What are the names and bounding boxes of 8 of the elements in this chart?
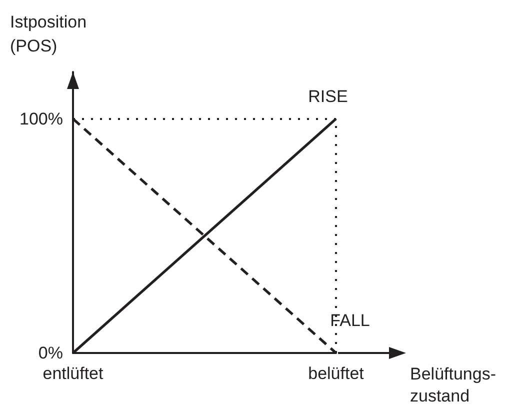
x-axis-title: Belüftungs- zustand (410, 364, 496, 406)
y-tick-label: 0% (38, 344, 63, 362)
x-tick-label: entlüftet (42, 364, 104, 383)
y-axis-title: Istposition (POS) (10, 12, 87, 56)
x-tick-label: belüftet (308, 364, 364, 383)
series-label: FALL (330, 311, 370, 330)
series-label: RISE (308, 86, 348, 106)
y-tick-label: 100% (20, 109, 63, 128)
